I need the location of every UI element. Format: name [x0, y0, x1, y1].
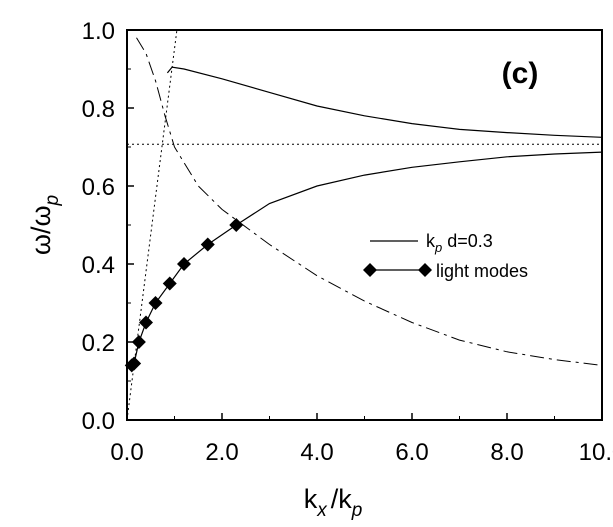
light-mode-marker	[177, 257, 191, 271]
series-upper-line	[166, 66, 602, 138]
legend-label-solid: kp d=0.3	[426, 231, 493, 255]
x-axis-label: kx/kp	[304, 484, 363, 521]
x-tick-label: 2.0	[205, 439, 238, 466]
tick-layer: 0.0 2.0 4.0 6.0 8.0 10.0 0.0 0.2 0.4 0.6 0.8 1.0	[82, 18, 613, 466]
x-tick-label: 0.0	[110, 439, 143, 466]
marker-layer	[124, 218, 244, 373]
legend-swatch-marker-left	[363, 263, 377, 277]
light-mode-marker	[162, 276, 177, 291]
legend-label-light-modes: light modes	[436, 261, 528, 281]
y-tick-label: 0.8	[82, 96, 115, 123]
y-axis-label: ω/ωp	[26, 195, 63, 255]
y-tick-label: 0.4	[82, 252, 115, 279]
legend: kp d=0.3 light modes	[363, 231, 528, 281]
x-tick-label: 4.0	[300, 439, 333, 466]
light-mode-marker	[131, 335, 146, 349]
y-tick-label: 0.0	[82, 408, 115, 435]
light-mode-marker	[200, 237, 215, 252]
light-mode-marker	[148, 296, 163, 310]
x-tick-label: 6.0	[395, 439, 428, 466]
x-tick-label: 10.0	[579, 439, 613, 466]
light-mode-marker	[139, 315, 153, 330]
series-light_line-line	[127, 30, 178, 420]
x-tick-label: 8.0	[490, 439, 523, 466]
light-mode-marker	[229, 218, 244, 232]
legend-swatch-marker-right	[418, 263, 432, 277]
y-tick-label: 0.2	[82, 330, 115, 357]
series-dashdot-line	[136, 37, 602, 366]
y-tick-label: 1.0	[82, 18, 115, 45]
y-tick-label: 0.6	[82, 174, 115, 201]
panel-label: (c)	[502, 57, 539, 90]
light-mode-marker	[127, 356, 142, 371]
